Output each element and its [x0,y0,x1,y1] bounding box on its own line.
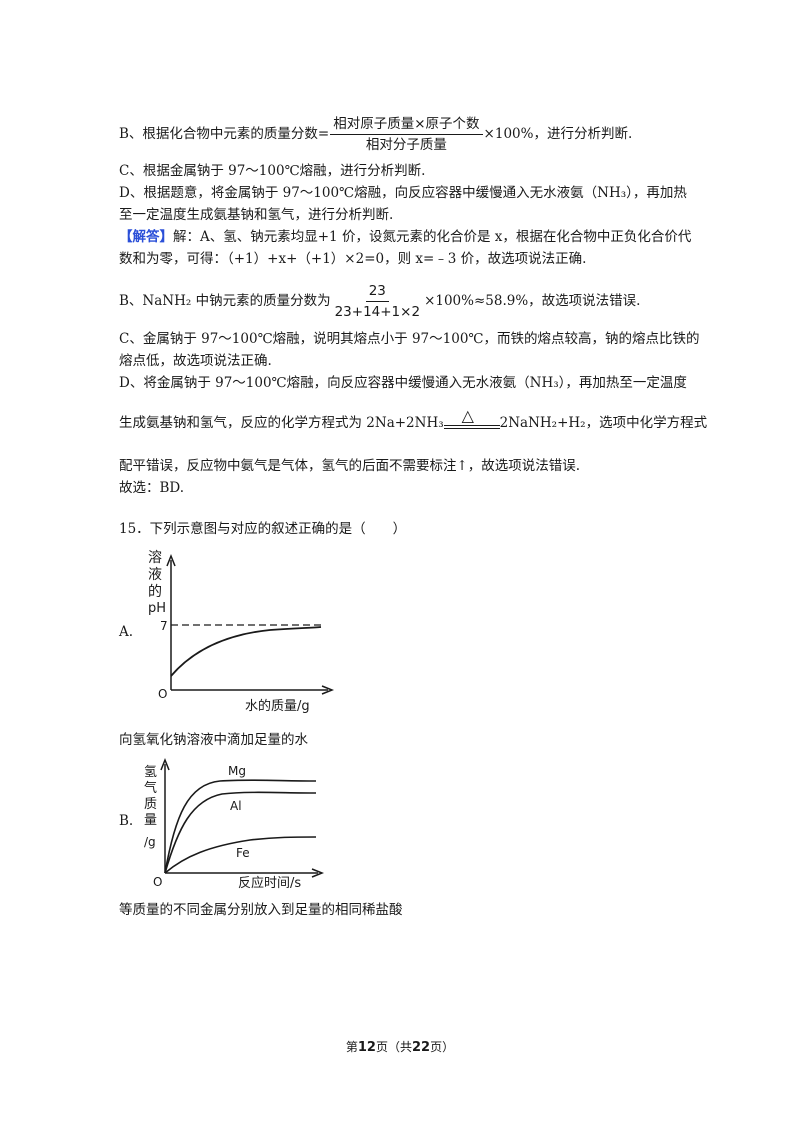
footer-post: 页） [430,1040,455,1054]
b2-suffix: ×100%≈58.9%，故选项说法错误. [424,293,641,309]
line-b1: B、根据化合物中元素的质量分数= 相对原子质量×原子个数 相对分子质量 ×100%，进… [119,115,632,154]
equation-left: 生成氨基钠和氢气，反应的化学方程式为 2Na+2NH₃ [119,415,444,431]
line-c1: C、根据金属钠于 97～100℃熔融，进行分析判断. [119,163,426,179]
b-curve-mg [164,779,317,874]
answer-tag: 【解答】 [119,229,173,245]
equation-right: 2NaNH₂+H₂，选项中化学方程式 [499,415,708,431]
b-curve-fe [164,836,317,874]
a-x-arrow-icon [321,685,335,695]
sodium-numerator: 23 [365,282,389,302]
option-a-label: A. [119,624,134,640]
footer-page-number: 12 [357,1040,376,1055]
page-footer: 第12页（共22页） [0,1038,800,1055]
option-b-label: B. [119,813,134,829]
option-a-chart: 溶 液 的 pH 7 O 水的质量/g [148,550,335,714]
sodium-fraction: 23 23+14+1×2 [332,282,423,321]
option-a-caption: 向氢氧化钠溶液中滴加足量的水 [119,732,308,748]
line-d1a: D、根据题意，将金属钠于 97～100℃熔融，向反应容器中缓慢通入无水液氨（NH… [119,185,687,201]
answer-text: 解：A、氢、钠元素均显+1 价，设氮元素的化合价是 x，根据在化合物中正负化合价… [173,229,692,245]
b-ylabel-1: 氢 [144,765,157,780]
b-ylabel-3: 质 [144,797,157,812]
formula-numerator: 相对原子质量×原子个数 [330,115,483,135]
sodium-denominator: 23+14+1×2 [334,304,421,320]
line-d2d: 故选：BD. [119,480,185,496]
a-ylabel-4: pH [148,601,166,616]
b-xlabel: 反应时间/s [238,875,301,891]
line-d2b: 生成氨基钠和氢气，反应的化学方程式为 2Na+2NH₃ △ 2NaNH₂+H₂，选项… [119,406,708,433]
b-y-arrow-icon [160,757,170,771]
b2-prefix: B、NaNH₂ 中钠元素的质量分数为 [119,293,331,309]
a-origin: O [158,687,167,701]
line-d2c: 配平错误，反应物中氨气是气体，氢气的后面不需要标注↑，故选项说法错误. [119,458,581,474]
a-ylabel-1: 溶 [148,550,162,566]
b-ylabel-5: /g [144,835,156,849]
line-answer-a2: 数和为零，可得：（+1）+x+（+1）×2=0，则 x=﹣3 价，故选项说法正确… [119,251,587,267]
mass-fraction-formula: 相对原子质量×原子个数相对分子质量 [330,115,483,154]
a-ylabel-3: 的 [148,584,162,600]
b-curve-al [164,791,317,874]
footer-pre: 第 [345,1040,358,1054]
a-y-arrow-icon [166,553,176,567]
line-c2a: C、金属钠于 97～100℃熔融，说明其熔点小于 97～100℃，而铁的熔点较高… [119,331,700,347]
option-b-chart: 氢 气 质 量 /g Mg Al Fe O 反应时间/s [144,757,325,891]
line-c2b: 熔点低，故选项说法正确. [119,353,272,369]
heat-triangle-icon: △ [461,405,474,425]
line-d2a: D、将金属钠于 97～100℃熔融，向反应容器中缓慢通入无水液氨（NH₃），再加… [119,375,687,391]
footer-total-pages: 22 [412,1040,431,1055]
b-series-fe-label: Fe [236,846,250,860]
a-ylabel-2: 液 [148,567,162,583]
heating-condition-sign: △ [443,406,500,433]
b-ylabel-2: 气 [144,780,157,796]
a-ph-curve [170,626,322,677]
b-series-mg-label: Mg [228,764,246,778]
b1-prefix: B、根据化合物中元素的质量分数= [119,126,330,142]
b-origin: O [153,875,162,889]
line-d1b: 至一定温度生成氨基钠和氢气，进行分析判断. [119,207,394,223]
a-xlabel: 水的质量/g [245,698,310,714]
footer-mid: 页（共 [375,1040,412,1054]
line-b2: B、NaNH₂ 中钠元素的质量分数为 23 23+14+1×2 ×100%≈58.9%… [119,282,640,321]
line-answer-a1: 【解答】解：A、氢、钠元素均显+1 价，设氮元素的化合价是 x，根据在化合物中正… [119,228,691,246]
b-series-al-label: Al [230,799,242,813]
option-b-caption: 等质量的不同金属分别放入到足量的相同稀盐酸 [119,902,403,918]
b-ylabel-4: 量 [144,813,157,828]
b-x-arrow-icon [311,868,325,878]
a-ytick-7: 7 [160,619,168,633]
b1-suffix: ×100%，进行分析判断. [483,126,633,142]
question-15: 15．下列示意图与对应的叙述正确的是（ ） [119,521,407,537]
formula-denominator: 相对分子质量 [365,137,447,153]
